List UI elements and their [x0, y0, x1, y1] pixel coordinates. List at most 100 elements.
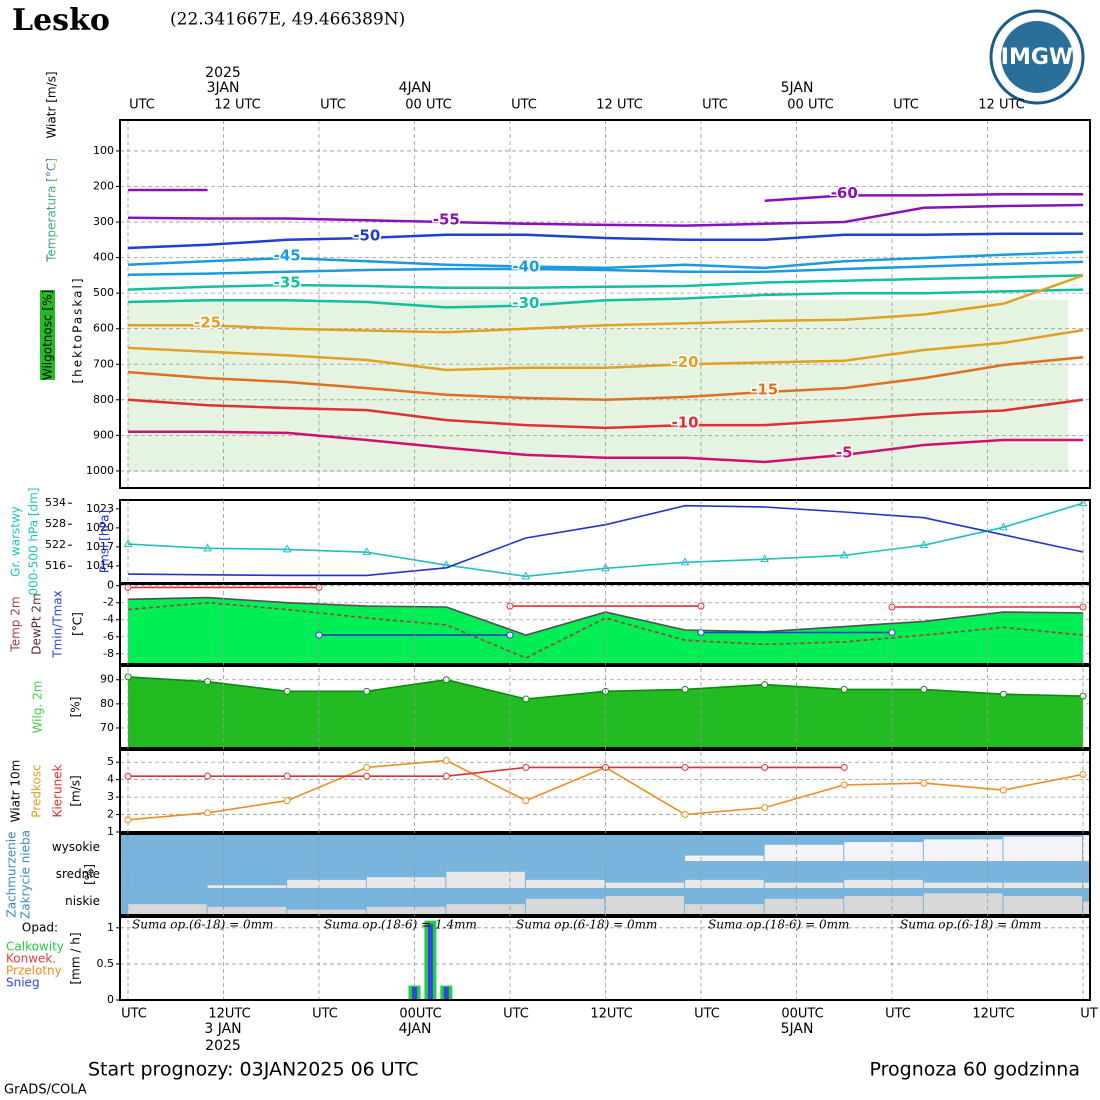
y-tick-label: 300	[93, 215, 114, 228]
axis-label: Wilgotnosc [%]	[41, 290, 55, 380]
line	[127, 328, 1084, 372]
cloud-bar	[685, 855, 764, 861]
x-tick-label: UTC	[511, 98, 537, 113]
line	[127, 355, 1084, 402]
x-tick-label: UTC	[885, 1007, 911, 1022]
axis-label: [hektoPaskal]	[71, 276, 85, 383]
panel-frame	[119, 119, 1091, 489]
line	[128, 430, 1083, 464]
marker	[761, 763, 769, 771]
date-label: 5JAN	[781, 80, 814, 96]
isotherm-label: -5	[836, 443, 853, 461]
date-label: 2025	[205, 1038, 241, 1054]
forecast-length: Prognoza 60 godzinna	[870, 1059, 1080, 1081]
x-tick-label: UTC	[312, 1007, 338, 1022]
marker	[363, 772, 371, 780]
title: Lesko	[12, 3, 110, 38]
y-tick-label: 4	[107, 773, 114, 786]
axis-label: Kierunek	[51, 764, 65, 817]
marker	[521, 571, 531, 580]
axis-label: Pmsl [hPa]	[98, 510, 112, 573]
marker	[362, 547, 372, 556]
isotherm-label: -20	[672, 353, 699, 371]
band-label: srednie	[56, 867, 100, 881]
axis-label: Tmin/Tmax	[51, 590, 65, 658]
band-label: niskie	[65, 894, 100, 908]
marker	[840, 781, 848, 789]
axis-label: Wilg. 2m	[31, 681, 45, 734]
cloud-bar	[446, 904, 525, 915]
cloud-bar	[844, 842, 923, 861]
line	[764, 193, 1083, 202]
y-tick-label: 522	[45, 538, 66, 551]
marker	[283, 772, 291, 780]
cloud-bar	[525, 879, 605, 888]
axis-label: [mm / h]	[69, 932, 83, 984]
panel-frame	[119, 749, 1091, 833]
marker	[204, 678, 212, 686]
date-label: 2025	[205, 65, 241, 81]
line	[127, 203, 1084, 227]
isotherm-label: -40	[512, 257, 539, 275]
isotherm-label: -30	[512, 294, 539, 312]
cloud-bar	[1003, 882, 1082, 888]
marker	[999, 522, 1008, 531]
cloud-bar	[685, 904, 764, 915]
marker	[522, 763, 530, 771]
area	[128, 597, 1083, 664]
y-tick-label: 600	[93, 322, 114, 335]
cloud-bar	[446, 871, 525, 888]
cloud-bar	[1083, 835, 1089, 861]
line	[128, 274, 1084, 334]
credit: GrADS/COLA	[4, 1083, 87, 1098]
marker	[204, 809, 212, 817]
band-label: wysokie	[52, 840, 100, 854]
cloud-bar	[764, 844, 844, 861]
cloud-bar	[764, 882, 844, 888]
start-time: Start prognozy: 03JAN2025 06 UTC	[88, 1059, 418, 1081]
axis-label: Predkosc	[30, 764, 44, 817]
axis-label: Temperatura [°C]	[45, 158, 59, 263]
line	[127, 274, 1084, 291]
axis-label: [°C]	[71, 612, 85, 636]
line	[127, 260, 1084, 276]
marker	[839, 550, 849, 559]
y-tick-label: 534	[45, 496, 66, 509]
axis-label: DewPt 2m	[30, 593, 44, 655]
cloud-bar	[207, 906, 287, 915]
y-tick-label: 5	[107, 755, 114, 768]
cloud-bar	[366, 906, 446, 915]
marker	[920, 779, 928, 787]
axis-label: Temp 2m	[9, 596, 23, 652]
y-tick-label: 200	[93, 179, 114, 192]
axis-label: Gr. warstwy	[9, 506, 23, 577]
line	[127, 502, 1084, 578]
cloud-bar	[1083, 882, 1089, 888]
date-label: 4JAN	[399, 80, 432, 96]
x-tick-label: 00 UTC	[787, 98, 833, 113]
y2-tick-label: 1017	[86, 540, 114, 553]
y-tick-label: 700	[93, 357, 114, 370]
marker	[680, 557, 690, 566]
cloud-bar	[287, 879, 366, 888]
marker	[203, 543, 212, 552]
x-tick-label: 12UTC	[208, 1007, 250, 1022]
axis-label: [%]	[69, 697, 83, 718]
marker	[999, 786, 1007, 794]
marker	[442, 756, 450, 764]
cloud-bar	[923, 882, 1003, 888]
y-tick-label: 80	[100, 697, 114, 710]
line	[127, 250, 1084, 270]
marker	[760, 554, 770, 563]
marker	[920, 685, 928, 693]
x-tick-label: UTC	[503, 1007, 529, 1022]
marker	[840, 685, 848, 693]
x-tick-label: UTC	[694, 1007, 720, 1022]
x-tick-label: UTC	[893, 98, 919, 113]
legend-entry: Calkowity	[6, 940, 64, 954]
x-tick-label: 12UTC	[590, 1007, 632, 1022]
cloud-bar	[1003, 896, 1082, 915]
panel-frame	[119, 833, 1091, 916]
x-tick-label: 12UTC	[972, 1007, 1014, 1022]
